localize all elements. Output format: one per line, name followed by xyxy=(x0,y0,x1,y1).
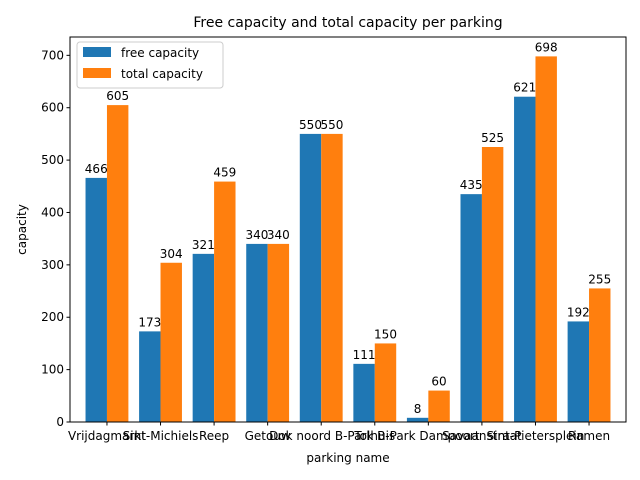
bar-free-capacity-dok-noord-b-park xyxy=(299,133,322,422)
data-label-total-capacity-ramen: 255 xyxy=(588,272,611,286)
data-label-total-capacity-savaanstraat: 525 xyxy=(481,131,504,145)
data-label-total-capacity-b-park-dampoort: 60 xyxy=(431,375,446,389)
data-label-total-capacity-sint-michiels: 304 xyxy=(160,247,183,261)
legend-swatch-free-capacity xyxy=(83,47,111,57)
y-tick-label: 500 xyxy=(41,153,64,167)
bar-free-capacity-sint-pietersplein xyxy=(514,96,536,423)
data-label-free-capacity-dok-noord-b-park: 550 xyxy=(299,118,322,132)
data-label-total-capacity-reep: 459 xyxy=(213,166,236,180)
x-tick-label-reep: Reep xyxy=(199,429,229,443)
data-label-total-capacity-dok-noord-b-park: 550 xyxy=(320,118,343,132)
x-tick-label-sint-pietersplein: Sint-Pietersplein xyxy=(487,429,585,443)
bar-free-capacity-b-park-dampoort xyxy=(406,417,429,422)
y-tick-label: 100 xyxy=(41,363,64,377)
plot-frame xyxy=(69,36,627,423)
data-labels-group: 466 173 321 340 550 111 8 435 621 192 605 304 459 340… xyxy=(85,40,611,415)
legend-frame xyxy=(76,41,224,89)
data-label-total-capacity-tolhuis: 150 xyxy=(374,327,397,341)
legend-swatch-total-capacity xyxy=(83,68,111,78)
bar-total-capacity-ramen xyxy=(589,288,611,422)
x-tick-label-savaanstraat: Savaanstraat xyxy=(442,429,522,443)
data-label-free-capacity-sint-michiels: 173 xyxy=(138,315,161,329)
bars-group xyxy=(85,56,611,423)
data-label-total-capacity-sint-pietersplein: 698 xyxy=(535,40,558,54)
data-label-free-capacity-savaanstraat: 435 xyxy=(460,178,483,192)
y-tick-label: 600 xyxy=(41,101,64,115)
x-tick-label-ramen: Ramen xyxy=(568,429,610,443)
bar-free-capacity-tolhuis xyxy=(353,363,375,422)
bar-total-capacity-savaanstraat xyxy=(481,147,504,422)
y-tick-label: 400 xyxy=(41,205,64,219)
x-tick-label-getouw: Getouw xyxy=(245,429,291,443)
x-tick-label-b-park-dampoort: B-Park Dampoort xyxy=(377,429,480,443)
bar-total-capacity-sint-michiels xyxy=(160,262,182,422)
y-tick-label: 300 xyxy=(41,258,64,272)
bar-total-capacity-dok-noord-b-park xyxy=(321,133,343,422)
bar-total-capacity-getouw xyxy=(267,243,290,422)
x-tick-label-sint-michiels: Sint-Michiels xyxy=(123,429,199,443)
bar-total-capacity-sint-pietersplein xyxy=(535,56,557,422)
data-label-free-capacity-sint-pietersplein: 621 xyxy=(513,81,536,95)
y-tick-label: 0 xyxy=(56,415,64,429)
bar-free-capacity-savaanstraat xyxy=(460,194,482,422)
data-label-free-capacity-vrijdagmarkt: 466 xyxy=(85,162,108,176)
legend-label-free-capacity: free capacity xyxy=(121,46,199,60)
legend-label-total-capacity: total capacity xyxy=(121,67,203,81)
data-label-free-capacity-b-park-dampoort: 8 xyxy=(414,402,422,416)
bar-total-capacity-reep xyxy=(214,181,236,422)
bar-free-capacity-getouw xyxy=(246,243,268,422)
data-label-free-capacity-getouw: 340 xyxy=(245,228,268,242)
y-axis-label: capacity xyxy=(15,204,29,255)
x-tick-label-dok-noord-b-park: Dok noord B-Park xyxy=(269,429,373,443)
y-tick-label: 200 xyxy=(41,310,64,324)
data-label-total-capacity-vrijdagmarkt: 605 xyxy=(106,89,129,103)
y-tick-label: 700 xyxy=(41,48,64,62)
bar-total-capacity-vrijdagmarkt xyxy=(106,105,129,422)
data-label-free-capacity-tolhuis: 111 xyxy=(353,348,376,362)
bar-free-capacity-sint-michiels xyxy=(139,331,161,422)
data-label-total-capacity-getouw: 340 xyxy=(267,228,290,242)
bar-total-capacity-tolhuis xyxy=(374,343,397,422)
chart-title: Free capacity and total capacity per par… xyxy=(193,15,502,31)
bar-free-capacity-ramen xyxy=(567,321,590,422)
y-axis: 0 100 200 300 400 500 600 700 xyxy=(41,48,70,429)
bar-free-capacity-vrijdagmarkt xyxy=(85,177,107,422)
data-label-free-capacity-reep: 321 xyxy=(192,238,215,252)
legend: free capacity total capacity xyxy=(76,41,224,89)
data-label-free-capacity-ramen: 192 xyxy=(567,305,590,319)
x-tick-label-tolhuis: Tolhuis xyxy=(353,429,395,443)
bar-total-capacity-b-park-dampoort xyxy=(428,390,450,422)
x-tick-label-vrijdagmarkt: Vrijdagmarkt xyxy=(68,429,146,443)
x-axis-label: parking name xyxy=(306,451,389,465)
bar-free-capacity-reep xyxy=(192,253,215,422)
